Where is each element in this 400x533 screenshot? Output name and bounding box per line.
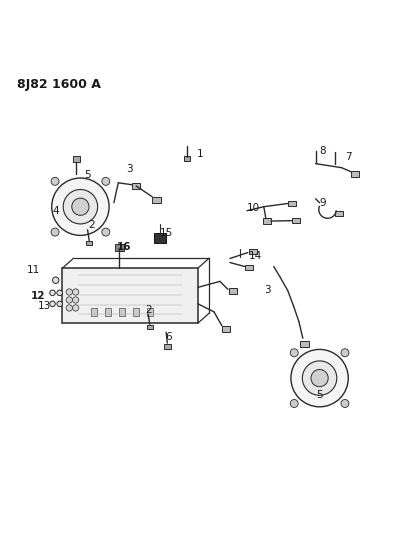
Circle shape xyxy=(341,400,349,407)
Text: 7: 7 xyxy=(345,152,352,162)
Circle shape xyxy=(52,178,109,236)
Bar xyxy=(229,288,238,294)
Circle shape xyxy=(51,228,59,236)
Circle shape xyxy=(57,301,62,306)
Circle shape xyxy=(50,290,55,296)
Bar xyxy=(154,232,166,243)
Bar xyxy=(105,308,111,316)
Text: 13: 13 xyxy=(38,301,51,311)
Circle shape xyxy=(57,290,62,296)
Bar xyxy=(62,268,198,323)
Circle shape xyxy=(290,400,298,407)
Bar xyxy=(91,308,97,316)
Circle shape xyxy=(311,369,328,387)
Circle shape xyxy=(72,305,79,311)
Circle shape xyxy=(341,349,349,357)
Bar xyxy=(152,197,160,203)
Text: 8: 8 xyxy=(320,146,326,156)
Text: 5: 5 xyxy=(316,390,323,400)
Text: 1: 1 xyxy=(197,149,203,159)
Text: 4: 4 xyxy=(52,206,59,216)
Bar xyxy=(73,156,80,161)
Bar xyxy=(133,308,139,316)
Bar xyxy=(292,218,300,223)
Circle shape xyxy=(102,177,110,185)
Circle shape xyxy=(66,289,72,295)
Text: 10: 10 xyxy=(247,203,260,213)
Text: 6: 6 xyxy=(165,333,172,343)
Circle shape xyxy=(72,297,79,303)
Circle shape xyxy=(52,277,59,284)
Circle shape xyxy=(63,190,98,224)
Circle shape xyxy=(51,177,59,185)
Circle shape xyxy=(66,305,72,311)
Text: 5: 5 xyxy=(84,170,91,180)
Bar xyxy=(164,344,170,349)
Text: 16: 16 xyxy=(117,241,132,252)
Bar xyxy=(300,341,309,347)
Circle shape xyxy=(291,350,348,407)
Bar xyxy=(335,211,343,216)
Text: 8J82 1600 A: 8J82 1600 A xyxy=(17,78,100,91)
Bar xyxy=(86,241,92,245)
Bar xyxy=(249,249,257,254)
Bar xyxy=(222,326,230,332)
Text: 12: 12 xyxy=(31,291,46,301)
Text: 14: 14 xyxy=(249,251,262,261)
Bar xyxy=(115,244,124,251)
Bar xyxy=(263,219,271,224)
Circle shape xyxy=(102,228,110,236)
Text: 3: 3 xyxy=(264,285,271,295)
Circle shape xyxy=(290,349,298,357)
Bar xyxy=(146,325,153,329)
Bar xyxy=(245,265,253,270)
Circle shape xyxy=(66,297,72,303)
Text: 2: 2 xyxy=(88,220,95,230)
Bar xyxy=(119,308,125,316)
Text: 3: 3 xyxy=(126,164,132,174)
Bar xyxy=(147,308,152,316)
Text: 15: 15 xyxy=(160,228,173,238)
Circle shape xyxy=(50,301,55,306)
Bar xyxy=(132,183,140,189)
Bar xyxy=(288,200,296,206)
Text: 11: 11 xyxy=(27,265,40,276)
Text: 2: 2 xyxy=(145,305,152,316)
Circle shape xyxy=(72,198,89,215)
Bar xyxy=(351,172,359,176)
Text: 9: 9 xyxy=(320,198,326,208)
Circle shape xyxy=(72,289,79,295)
Bar xyxy=(184,157,190,161)
Circle shape xyxy=(302,361,337,395)
